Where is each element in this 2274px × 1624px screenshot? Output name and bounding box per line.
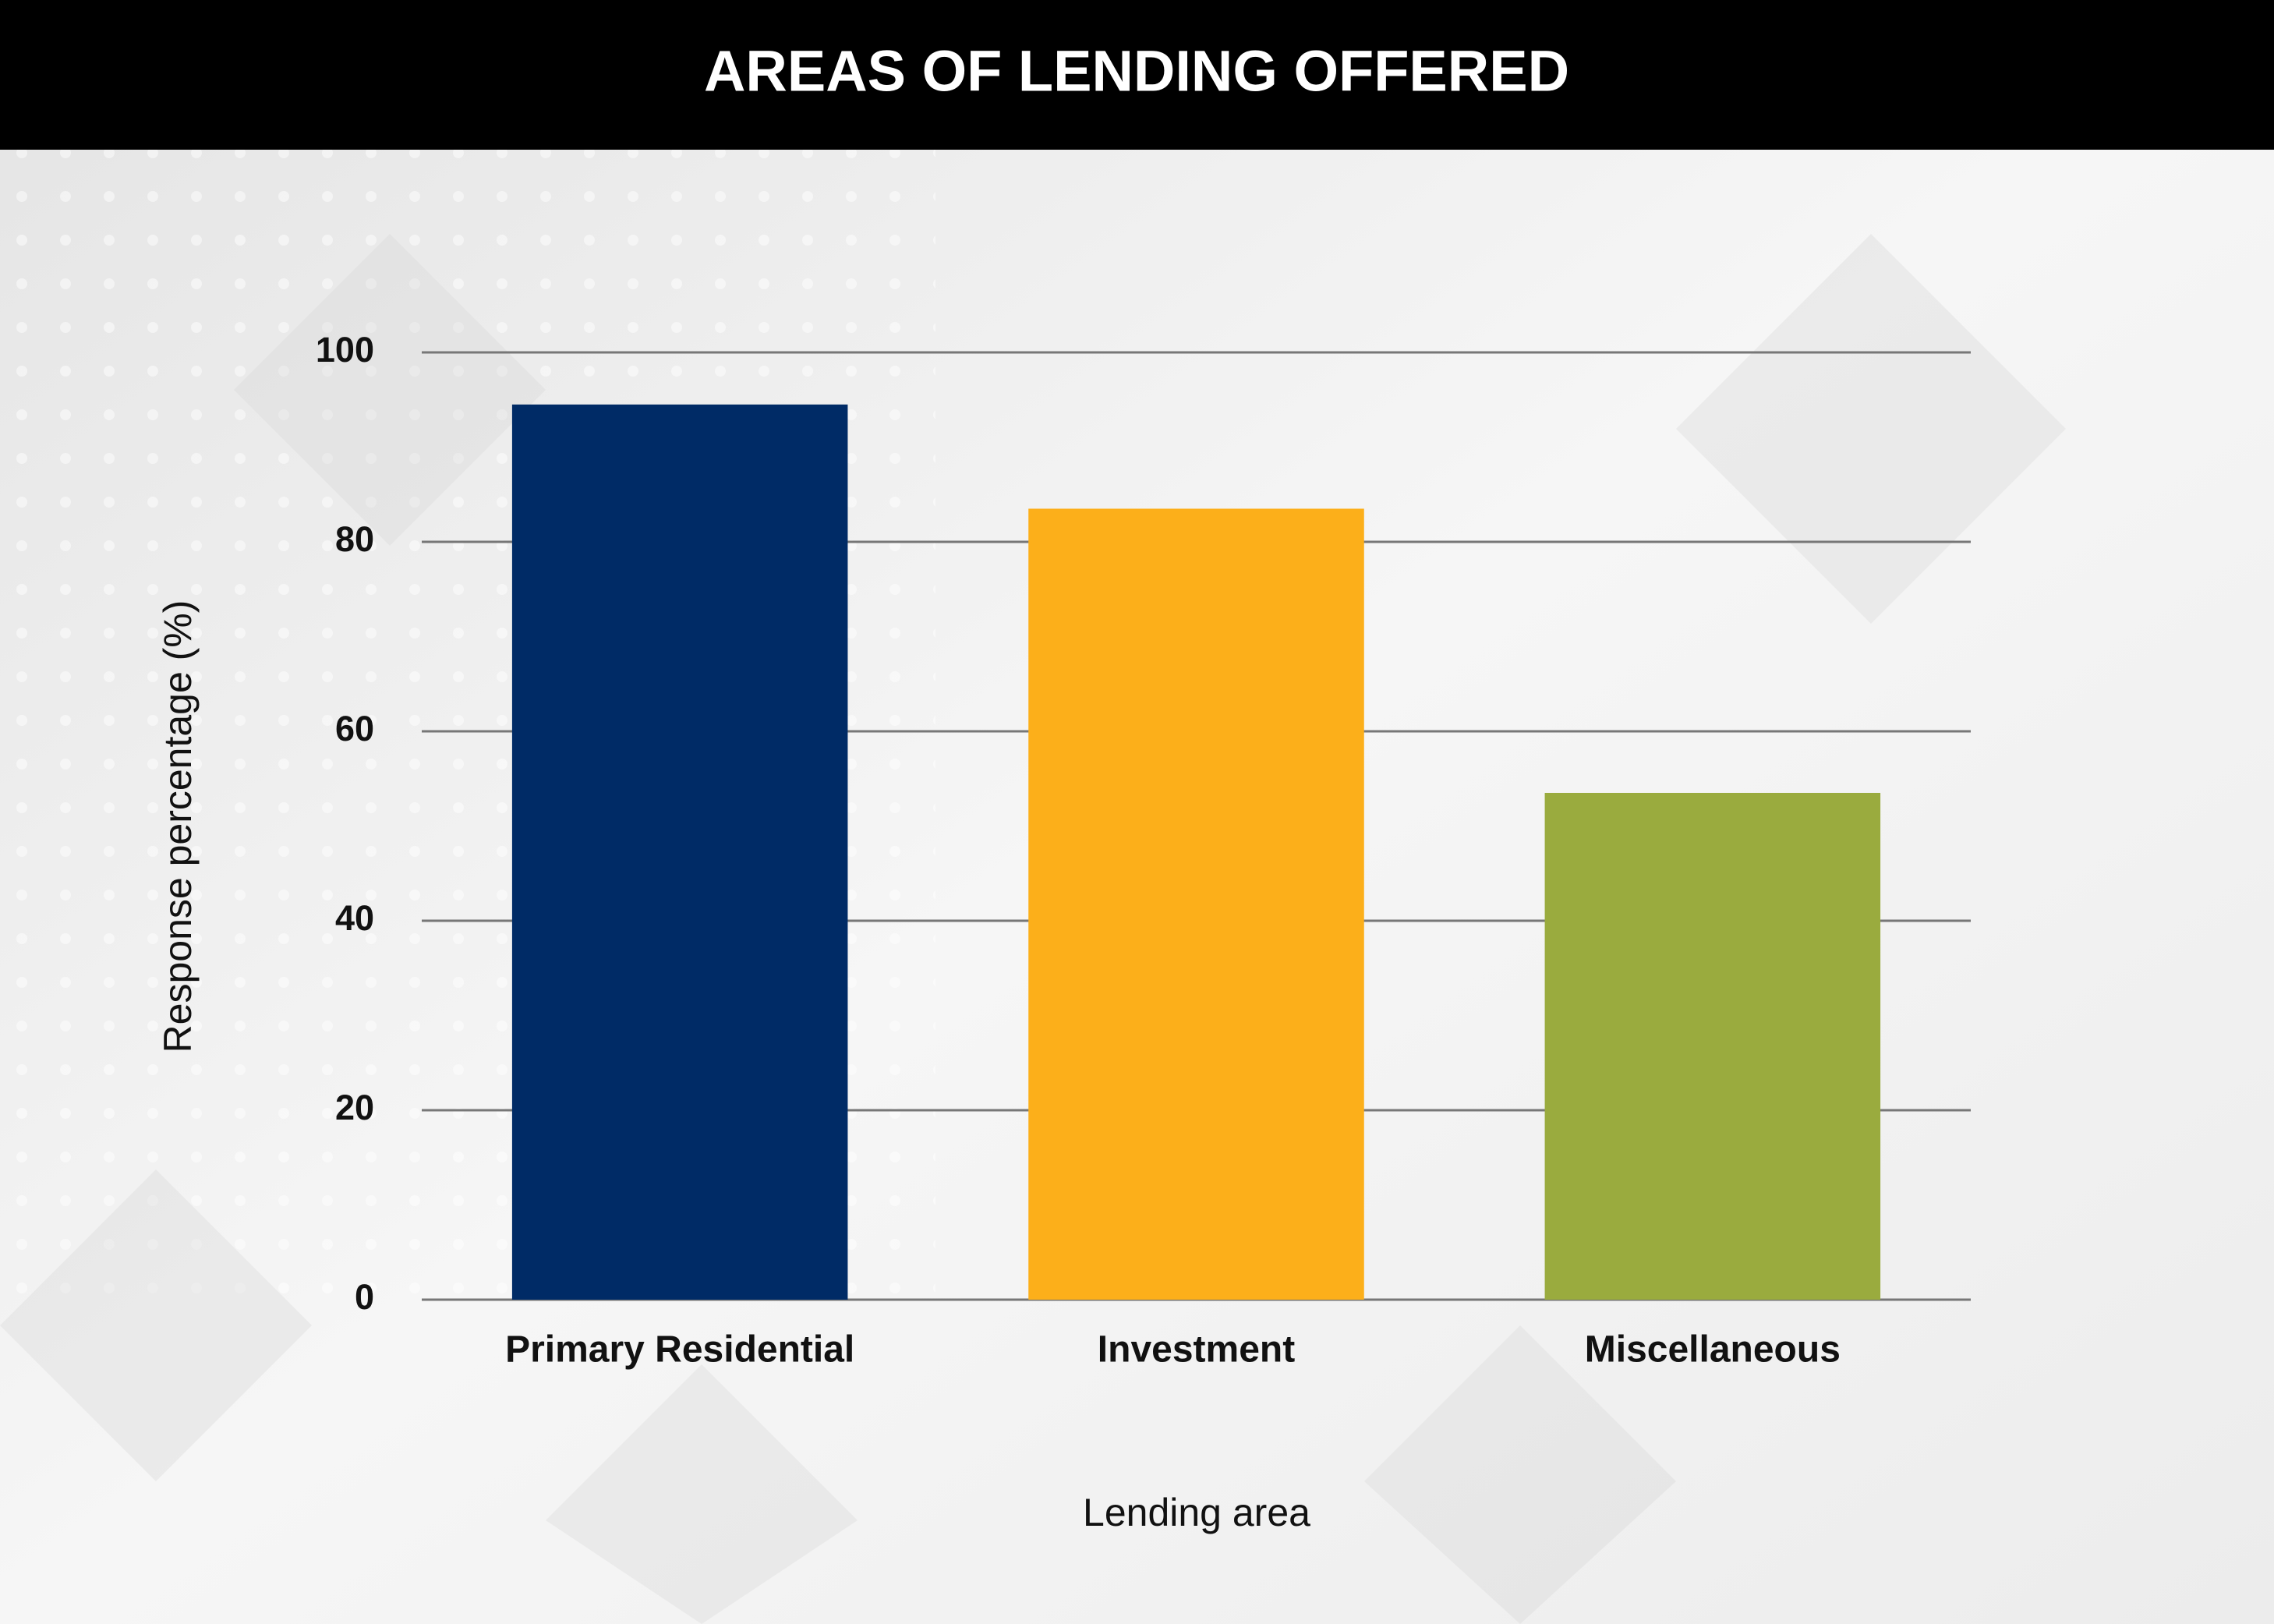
bar [1028, 508, 1364, 1300]
x-tick-label: Miscellaneous [1585, 1329, 1841, 1371]
y-tick-label: 40 [335, 898, 374, 938]
x-tick-label: Primary Residential [505, 1329, 854, 1371]
y-tick-label: 100 [316, 330, 374, 370]
x-tick-label: Investment [1098, 1329, 1295, 1371]
bar [511, 404, 848, 1300]
x-axis-title: Lending area [1083, 1491, 1310, 1534]
y-tick-label: 80 [335, 519, 374, 559]
y-tick-label: 0 [355, 1277, 374, 1317]
bar [1544, 792, 1881, 1300]
background-diamonds [0, 234, 2066, 1624]
chart-title: AREAS OF LENDING OFFERED [704, 39, 1569, 104]
header-bar [0, 0, 2274, 150]
y-tick-label: 20 [335, 1088, 374, 1127]
y-axis-title: Response percentage (%) [156, 600, 200, 1053]
y-tick-label: 60 [335, 709, 374, 748]
